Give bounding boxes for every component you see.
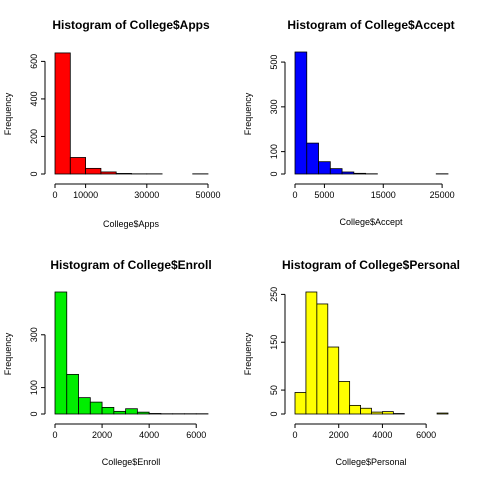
histogram-bar: [305, 291, 318, 415]
x-tick-label: 2000: [92, 430, 112, 440]
chart-title: Histogram of College$Accept: [287, 18, 454, 32]
histogram-panel-enroll: Histogram of College$Enroll Frequency Co…: [3, 258, 212, 467]
x-tick-label: 5000: [314, 190, 334, 200]
x-axis-label: College$Personal: [335, 457, 406, 467]
x-tick-label: 0: [52, 430, 57, 440]
y-tick-label: 300: [269, 99, 279, 114]
y-tick-label: 0: [269, 411, 279, 416]
axes: 0 10000 30000 50000 0 200 400 600: [29, 54, 221, 200]
bar-group: [294, 291, 449, 415]
bar-group: [54, 291, 209, 415]
y-tick-label: 0: [269, 171, 279, 176]
histogram-bar: [100, 171, 117, 175]
x-tick-label: 50000: [195, 190, 220, 200]
bar-group: [54, 52, 209, 175]
x-tick-label: 25000: [430, 190, 455, 200]
y-tick-label: 400: [29, 91, 39, 106]
histogram-bar: [113, 410, 127, 415]
y-axis-label: Frequency: [3, 92, 13, 135]
x-axis-label: College$Apps: [103, 219, 160, 229]
histogram-panel-personal: Histogram of College$Personal Frequency …: [243, 258, 460, 467]
histogram-bar: [353, 172, 367, 175]
histogram-bar: [89, 401, 103, 415]
y-tick-label: 600: [29, 54, 39, 69]
y-tick-label: 0: [29, 411, 39, 416]
x-tick-label: 30000: [134, 190, 159, 200]
x-tick-label: 4000: [139, 430, 159, 440]
y-tick-label: 0: [29, 171, 39, 176]
histogram-bar: [148, 413, 162, 415]
histogram-bar: [136, 411, 150, 415]
histogram-bar: [101, 406, 115, 415]
axes: 0 2000 4000 6000 0 100 300: [29, 327, 206, 440]
x-tick-label: 10000: [73, 190, 98, 200]
chart-title: Histogram of College$Apps: [52, 18, 210, 32]
histogram-bar: [85, 167, 102, 175]
histogram-bar: [69, 157, 87, 175]
y-tick-label: 300: [29, 327, 39, 342]
y-tick-label: 150: [269, 335, 279, 350]
x-tick-label: 0: [52, 190, 57, 200]
x-axis-label: College$Accept: [339, 217, 403, 227]
histogram-bar: [115, 173, 132, 175]
histogram-bar: [54, 291, 68, 415]
histogram-bar: [294, 392, 307, 415]
histogram-panel-apps: Histogram of College$Apps Frequency Coll…: [3, 18, 221, 229]
y-axis-label: Frequency: [3, 332, 13, 375]
histogram-bar: [371, 411, 383, 415]
x-tick-label: 0: [292, 190, 297, 200]
histogram-bar: [125, 408, 138, 415]
histogram-bar: [327, 346, 340, 415]
histogram-bar: [66, 373, 79, 415]
histogram-bar: [436, 412, 449, 415]
x-tick-label: 6000: [186, 430, 206, 440]
x-axis-label: College$Enroll: [102, 457, 161, 467]
histogram-panel-accept: Histogram of College$Accept Frequency Co…: [243, 18, 455, 227]
histogram-bar: [349, 404, 361, 415]
bar-group: [294, 51, 449, 175]
axes: 0 5000 15000 25000 0 100 300 500: [269, 55, 455, 200]
histogram-bar: [341, 171, 355, 175]
y-tick-label: 100: [269, 144, 279, 159]
histogram-bar: [382, 411, 394, 415]
chart-title: Histogram of College$Personal: [282, 258, 460, 272]
x-tick-label: 2000: [329, 430, 349, 440]
y-tick-label: 50: [269, 385, 279, 395]
histogram-bar: [78, 397, 91, 415]
y-tick-label: 100: [29, 380, 39, 395]
x-tick-label: 0: [292, 430, 297, 440]
y-axis-label: Frequency: [243, 92, 253, 135]
histogram-bar: [318, 161, 331, 175]
x-tick-label: 6000: [416, 430, 436, 440]
x-tick-label: 4000: [372, 430, 392, 440]
histogram-bar: [329, 168, 343, 175]
axes: 0 2000 4000 6000 0 50 150 250: [269, 287, 436, 440]
histogram-bar: [360, 407, 372, 415]
x-tick-label: 15000: [371, 190, 396, 200]
y-axis-label: Frequency: [243, 332, 253, 375]
histogram-bar: [294, 51, 308, 175]
histogram-bar: [306, 142, 319, 175]
histogram-bar: [316, 303, 329, 415]
y-tick-label: 250: [269, 287, 279, 302]
histogram-bar: [338, 381, 351, 415]
y-tick-label: 500: [269, 55, 279, 70]
chart-title: Histogram of College$Enroll: [50, 258, 211, 272]
histogram-bar: [54, 52, 71, 175]
y-tick-label: 200: [29, 129, 39, 144]
